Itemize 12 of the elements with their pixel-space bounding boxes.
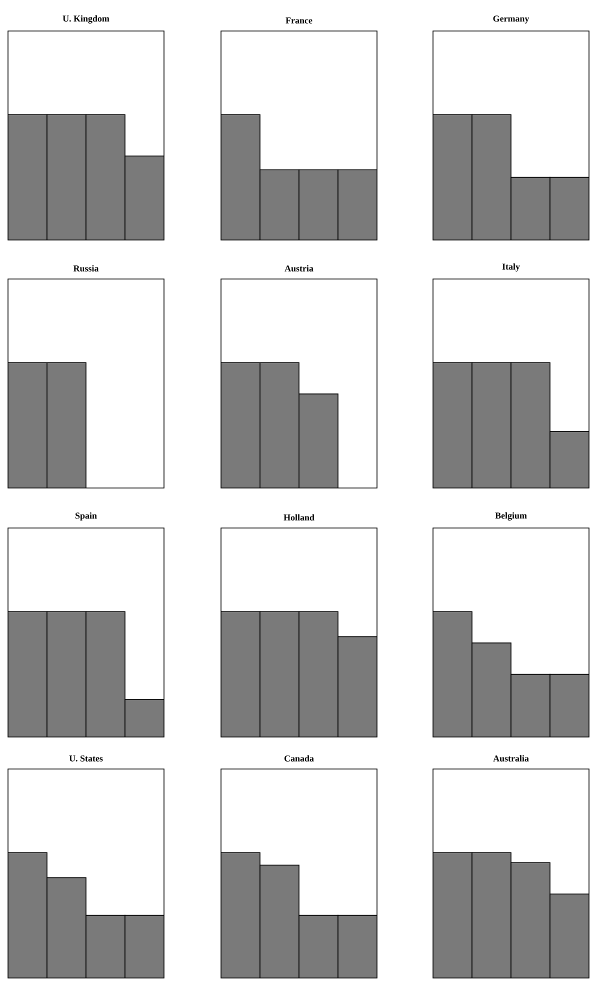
chart-title: Germany [493, 16, 530, 24]
chart-title: Belgium [495, 512, 527, 521]
chart-title: France [286, 18, 312, 24]
chart-title: U. Kingdom [62, 15, 110, 24]
chart-title: U. States [69, 755, 103, 762]
chart-title: Canada [284, 755, 314, 762]
chart-title: Spain [76, 512, 97, 520]
chart-title: Italy [502, 263, 520, 272]
chart-title: Holland [284, 514, 314, 521]
chart-title: Austria [284, 265, 314, 272]
chart-title: Australia [493, 755, 529, 762]
chart-title: Russia [73, 265, 99, 272]
